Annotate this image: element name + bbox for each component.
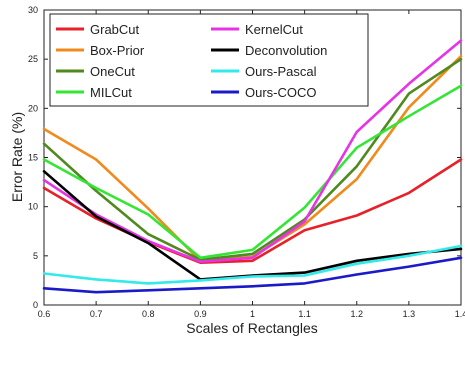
legend-label-kernelcut: KernelCut [245,22,303,37]
legend-label-deconvolution: Deconvolution [245,43,327,58]
y-tick-label: 20 [28,103,38,113]
legend-box [49,13,369,107]
y-axis-label: Error Rate (%) [9,112,25,202]
x-tick-label: 1.3 [403,309,416,319]
series-line-kernelcut [42,39,463,264]
y-tick-label: 10 [28,202,38,212]
legend-label-milcut: MILCut [90,85,132,100]
x-tick-label: 0.8 [142,309,155,319]
x-tick-label: 0.9 [194,309,207,319]
legend-label-grabcut: GrabCut [90,22,140,37]
series-line-ours-pascal [42,244,463,285]
legend-label-onecut: OneCut [90,64,135,79]
x-axis-ticks: 0.6 0.7 0.8 0.9 1 1.1 1.2 1.3 1.4 [38,10,465,319]
y-axis-ticks: 0 5 10 15 20 25 30 [28,5,461,310]
x-tick-label: 1.1 [298,309,311,319]
series-line-milcut [42,84,463,260]
x-tick-label: 0.7 [90,309,103,319]
y-tick-label: 25 [28,54,38,64]
x-tick-label: 1 [250,309,255,319]
y-tick-label: 15 [28,153,38,163]
x-tick-label: 0.6 [38,309,51,319]
legend-label-ours-coco: Ours-COCO [245,85,317,100]
legend: GrabCut Box-Prior OneCut MILCut KernelCut Dec… [49,13,369,107]
y-tick-label: 30 [28,5,38,15]
legend-label-box-prior: Box-Prior [90,43,145,58]
y-tick-label: 5 [33,251,38,261]
x-tick-label: 1.2 [350,309,363,319]
series-line-onecut [42,57,463,262]
x-axis-label: Scales of Rectangles [186,320,318,336]
series-lines [42,39,463,294]
series-line-ours-coco [42,256,463,294]
y-tick-label: 0 [33,300,38,310]
legend-label-ours-pascal: Ours-Pascal [245,64,317,79]
x-tick-label: 1.4 [455,309,465,319]
